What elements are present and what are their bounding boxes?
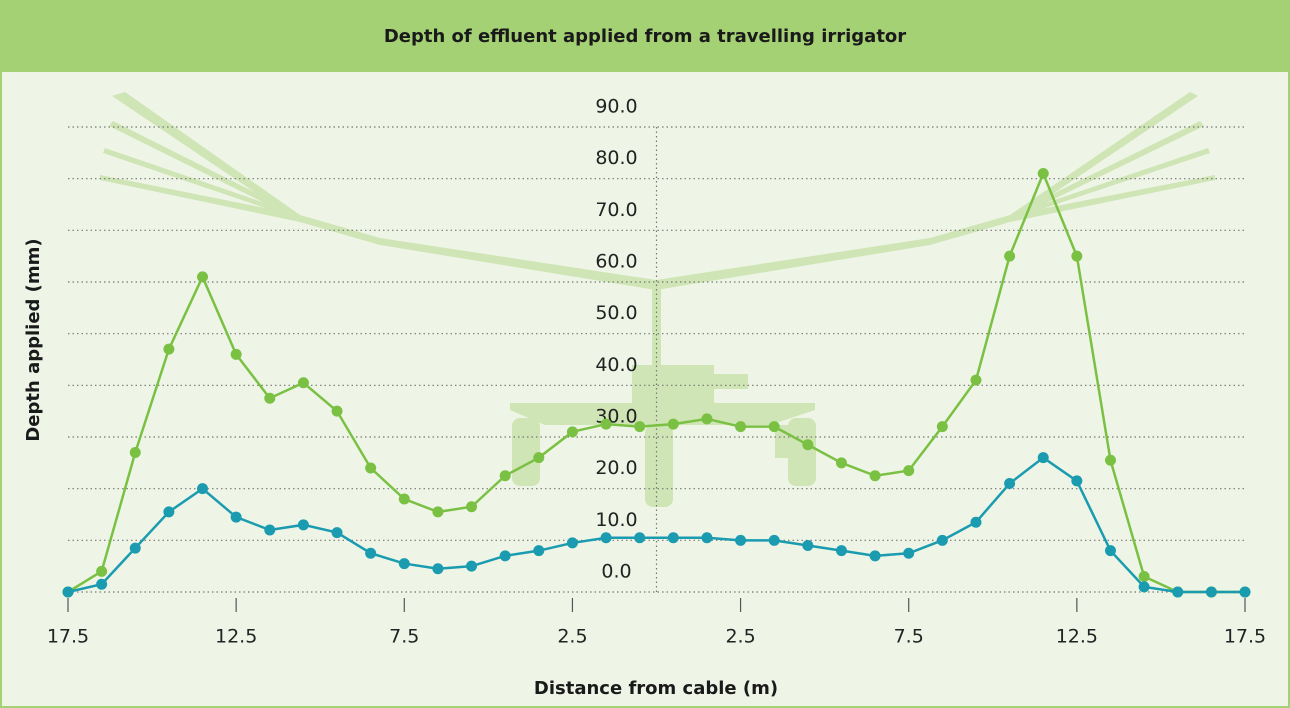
point bbox=[835, 457, 847, 469]
point bbox=[667, 532, 679, 544]
point bbox=[129, 447, 141, 458]
point bbox=[466, 560, 478, 572]
point bbox=[600, 532, 612, 544]
point bbox=[1239, 586, 1251, 598]
point bbox=[398, 493, 410, 505]
point bbox=[264, 524, 276, 536]
point bbox=[1004, 250, 1016, 262]
point bbox=[768, 421, 780, 433]
point bbox=[197, 271, 209, 283]
y-tick-label: 80.0 bbox=[595, 147, 637, 169]
point bbox=[1205, 586, 1217, 598]
x-tick-label: 17.5 bbox=[1224, 626, 1266, 648]
point bbox=[903, 465, 915, 477]
x-axis-title: Distance from cable (m) bbox=[534, 678, 778, 699]
point bbox=[869, 470, 881, 482]
series-line bbox=[67, 170, 1245, 594]
y-tick-label: 20.0 bbox=[595, 457, 637, 479]
point bbox=[936, 534, 948, 546]
y-tick-label: 10.0 bbox=[595, 509, 637, 531]
point bbox=[331, 405, 343, 417]
point bbox=[230, 511, 242, 523]
point bbox=[701, 413, 713, 425]
point bbox=[869, 550, 881, 562]
x-tick-label: 7.5 bbox=[389, 626, 419, 648]
point bbox=[432, 506, 444, 518]
point bbox=[62, 586, 74, 598]
x-tick-label: 7.5 bbox=[894, 626, 924, 648]
point bbox=[735, 534, 747, 546]
point bbox=[802, 540, 814, 551]
point bbox=[264, 392, 276, 404]
point bbox=[1071, 475, 1083, 487]
point bbox=[331, 527, 343, 539]
point bbox=[96, 565, 108, 577]
x-tick-label: 17.5 bbox=[47, 626, 89, 648]
point bbox=[533, 545, 545, 557]
y-tick-label: 90.0 bbox=[595, 96, 637, 118]
point bbox=[566, 537, 578, 549]
point bbox=[1004, 478, 1016, 489]
point bbox=[297, 519, 309, 531]
chart-title: Depth of effluent applied from a travell… bbox=[384, 26, 906, 47]
point bbox=[466, 501, 478, 513]
point bbox=[432, 563, 444, 575]
header-bar bbox=[0, 0, 1290, 72]
point bbox=[768, 534, 780, 546]
point bbox=[1138, 571, 1150, 582]
point bbox=[835, 545, 847, 557]
series-line bbox=[67, 456, 1245, 594]
point bbox=[1138, 581, 1150, 593]
y-tick-label: 50.0 bbox=[595, 302, 637, 324]
point bbox=[600, 418, 612, 430]
point bbox=[1071, 250, 1083, 262]
point bbox=[499, 550, 511, 562]
point bbox=[667, 418, 679, 430]
point bbox=[1104, 454, 1116, 466]
point bbox=[903, 547, 915, 559]
point bbox=[230, 348, 242, 360]
point bbox=[735, 421, 747, 433]
point bbox=[365, 547, 377, 559]
point bbox=[163, 343, 175, 355]
x-tick-label: 12.5 bbox=[1056, 626, 1098, 648]
x-tick-label: 12.5 bbox=[215, 626, 257, 648]
point bbox=[365, 462, 377, 474]
y-tick-label: 60.0 bbox=[595, 251, 637, 273]
point bbox=[1037, 452, 1049, 464]
point bbox=[936, 421, 948, 433]
point bbox=[970, 516, 982, 528]
point bbox=[970, 374, 982, 386]
point bbox=[297, 377, 309, 389]
point bbox=[566, 426, 578, 438]
y-tick-label: 40.0 bbox=[595, 354, 637, 376]
x-tick-label: 2.5 bbox=[725, 626, 755, 648]
y-axis-title: Depth applied (mm) bbox=[23, 238, 44, 441]
point bbox=[499, 470, 511, 482]
point bbox=[1037, 168, 1049, 179]
point bbox=[634, 421, 646, 433]
y-tick-label: 70.0 bbox=[595, 199, 637, 221]
point bbox=[701, 532, 713, 544]
point bbox=[1104, 545, 1116, 557]
point bbox=[96, 578, 108, 590]
point bbox=[634, 532, 646, 544]
point bbox=[129, 542, 141, 554]
point bbox=[163, 506, 175, 518]
point bbox=[802, 439, 814, 451]
point bbox=[398, 558, 410, 570]
x-tick-label: 2.5 bbox=[557, 626, 587, 648]
y-tick-label: 0.0 bbox=[601, 561, 631, 583]
point bbox=[197, 483, 209, 495]
point bbox=[533, 452, 545, 464]
point bbox=[1172, 586, 1184, 598]
